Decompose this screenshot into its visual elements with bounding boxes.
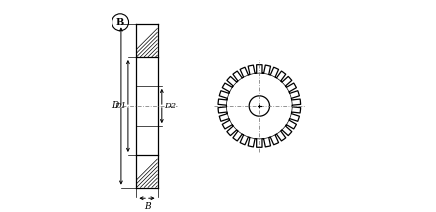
Bar <box>136 24 157 57</box>
Text: B: B <box>116 18 124 27</box>
Text: D: D <box>111 102 118 110</box>
Bar <box>136 57 157 155</box>
Text: B: B <box>144 202 150 211</box>
Bar <box>136 155 157 188</box>
Text: D2: D2 <box>164 102 176 110</box>
Text: D1: D1 <box>114 102 126 110</box>
